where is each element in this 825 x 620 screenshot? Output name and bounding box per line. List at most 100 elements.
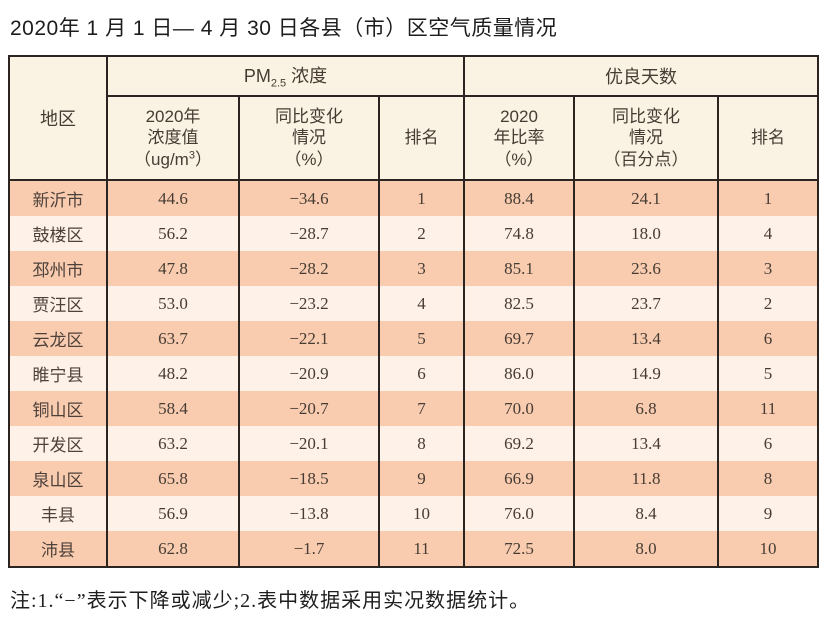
table-row: 丰县 56.9 −13.8 10 76.0 8.4 9 <box>8 496 820 531</box>
pm-change-cell: −1.7 <box>238 531 380 567</box>
good-rank-cell: 6 <box>716 426 820 461</box>
good-rate-cell: 76.0 <box>463 496 575 531</box>
good-change-cell: 13.4 <box>573 321 719 356</box>
pm25-label-subscript: 2.5 <box>270 77 287 90</box>
header-pm25-group: PM2.5 浓度 <box>106 56 465 97</box>
pm-rank-cell: 4 <box>378 286 465 321</box>
region-cell: 睢宁县 <box>8 356 108 391</box>
good-rank-cell: 5 <box>716 356 820 391</box>
pm-rank-cell: 11 <box>378 531 465 567</box>
good-change-cell: 6.8 <box>573 391 719 426</box>
pm-unit-suffix: ） <box>194 149 212 169</box>
header-group-row: 地区 PM2.5 浓度 优良天数 <box>8 56 820 181</box>
page-title: 2020年 1 月 1 日— 4 月 30 日各县（市）区空气质量情况 <box>10 17 558 40</box>
header-pm-rank: 排名 <box>378 96 465 181</box>
pm-value-cell: 48.2 <box>106 356 240 391</box>
region-cell: 开发区 <box>8 426 108 461</box>
pm-change-cell: −28.2 <box>238 251 380 286</box>
region-cell: 邳州市 <box>8 251 108 286</box>
pm-value-cell: 65.8 <box>106 461 240 496</box>
good-rate-cell: 69.7 <box>463 321 575 356</box>
table-row: 鼓楼区 56.2 −28.7 2 74.8 18.0 4 <box>8 216 820 251</box>
pm-rank-cell: 9 <box>378 461 465 496</box>
pm-unit-superscript: 3 <box>188 148 195 161</box>
pm-value-cell: 53.0 <box>106 286 240 321</box>
pm-value-cell: 44.6 <box>106 180 240 216</box>
header-pm-value: 2020年 浓度值 （ug/m3） <box>106 96 240 181</box>
good-rate-cell: 88.4 <box>463 180 575 216</box>
good-rate-cell: 74.8 <box>463 216 575 251</box>
table-header: 地区 PM2.5 浓度 优良天数 2020年 浓度值 （ug/m3） 同比变化 … <box>8 56 820 181</box>
region-cell: 云龙区 <box>8 321 108 356</box>
pm-change-cell: −20.9 <box>238 356 380 391</box>
good-change-cell: 11.8 <box>573 461 719 496</box>
table-row: 铜山区 58.4 −20.7 7 70.0 6.8 11 <box>8 391 820 426</box>
good-rank-cell: 8 <box>716 461 820 496</box>
pm-rank-cell: 2 <box>378 216 465 251</box>
pm-unit-prefix: （ug/m <box>134 149 189 169</box>
good-change-cell: 18.0 <box>573 216 719 251</box>
region-cell: 沛县 <box>8 531 108 567</box>
header-good-change: 同比变化 情况 （百分点） <box>573 96 719 181</box>
pm-change-cell: −20.7 <box>238 391 380 426</box>
pm-value-cell: 62.8 <box>106 531 240 567</box>
pm-value-cell: 58.4 <box>106 391 240 426</box>
good-rank-cell: 1 <box>716 180 820 216</box>
pm-value-line2: 浓度值 <box>147 128 199 148</box>
good-change-cell: 24.1 <box>573 180 719 216</box>
region-cell: 泉山区 <box>8 461 108 496</box>
good-rank-cell: 2 <box>716 286 820 321</box>
good-rate-cell: 82.5 <box>463 286 575 321</box>
good-rate-cell: 69.2 <box>463 426 575 461</box>
pm-value-cell: 63.7 <box>106 321 240 356</box>
pm-change-cell: −34.6 <box>238 180 380 216</box>
pm25-label-suffix: 浓度 <box>286 66 328 87</box>
pm-value-cell: 63.2 <box>106 426 240 461</box>
good-rate-cell: 66.9 <box>463 461 575 496</box>
header-good-rank: 排名 <box>716 96 820 181</box>
pm-rank-cell: 1 <box>378 180 465 216</box>
good-change-cell: 23.6 <box>573 251 719 286</box>
header-good-rate: 2020 年比率 （%） <box>463 96 575 181</box>
pm-change-cell: −18.5 <box>238 461 380 496</box>
good-change-cell: 14.9 <box>573 356 719 391</box>
header-region: 地区 <box>8 56 108 181</box>
good-change-cell: 13.4 <box>573 426 719 461</box>
pm-rank-cell: 6 <box>378 356 465 391</box>
good-rank-cell: 11 <box>716 391 820 426</box>
good-rank-cell: 4 <box>716 216 820 251</box>
pm-change-cell: −28.7 <box>238 216 380 251</box>
good-rate-cell: 85.1 <box>463 251 575 286</box>
table-row: 贾汪区 53.0 −23.2 4 82.5 23.7 2 <box>8 286 820 321</box>
table-row: 邳州市 47.8 −28.2 3 85.1 23.6 3 <box>8 251 820 286</box>
good-rate-cell: 72.5 <box>463 531 575 567</box>
region-cell: 贾汪区 <box>8 286 108 321</box>
good-change-cell: 8.4 <box>573 496 719 531</box>
table-row: 云龙区 63.7 −22.1 5 69.7 13.4 6 <box>8 321 820 356</box>
table-row: 泉山区 65.8 −18.5 9 66.9 11.8 8 <box>8 461 820 496</box>
region-cell: 新沂市 <box>8 180 108 216</box>
pm-value-cell: 47.8 <box>106 251 240 286</box>
pm-value-unit: （ug/m3） <box>108 149 238 170</box>
region-cell: 丰县 <box>8 496 108 531</box>
table-row: 沛县 62.8 −1.7 11 72.5 8.0 10 <box>8 531 820 567</box>
good-rank-cell: 3 <box>716 251 820 286</box>
pm-change-cell: −23.2 <box>238 286 380 321</box>
table-row: 新沂市 44.6 −34.6 1 88.4 24.1 1 <box>8 180 820 216</box>
pm-rank-cell: 8 <box>378 426 465 461</box>
table-row: 开发区 63.2 −20.1 8 69.2 13.4 6 <box>8 426 820 461</box>
good-rank-cell: 6 <box>716 321 820 356</box>
pm-rank-cell: 3 <box>378 251 465 286</box>
region-cell: 鼓楼区 <box>8 216 108 251</box>
pm-value-cell: 56.2 <box>106 216 240 251</box>
region-cell: 铜山区 <box>8 391 108 426</box>
footnote: 注:1.“−”表示下降或减少;2.表中数据采用实况数据统计。 <box>10 590 531 612</box>
header-good-days-group: 优良天数 <box>462 56 820 97</box>
pm-change-cell: −20.1 <box>238 426 380 461</box>
pm25-label-prefix: PM <box>243 66 271 87</box>
good-rank-cell: 10 <box>716 531 820 567</box>
header-sub-row: 2020年 浓度值 （ug/m3） 同比变化 情况 （%） 排名 2020 年比… <box>9 96 820 181</box>
pm-rank-cell: 5 <box>378 321 465 356</box>
table-row: 睢宁县 48.2 −20.9 6 86.0 14.9 5 <box>8 356 820 391</box>
